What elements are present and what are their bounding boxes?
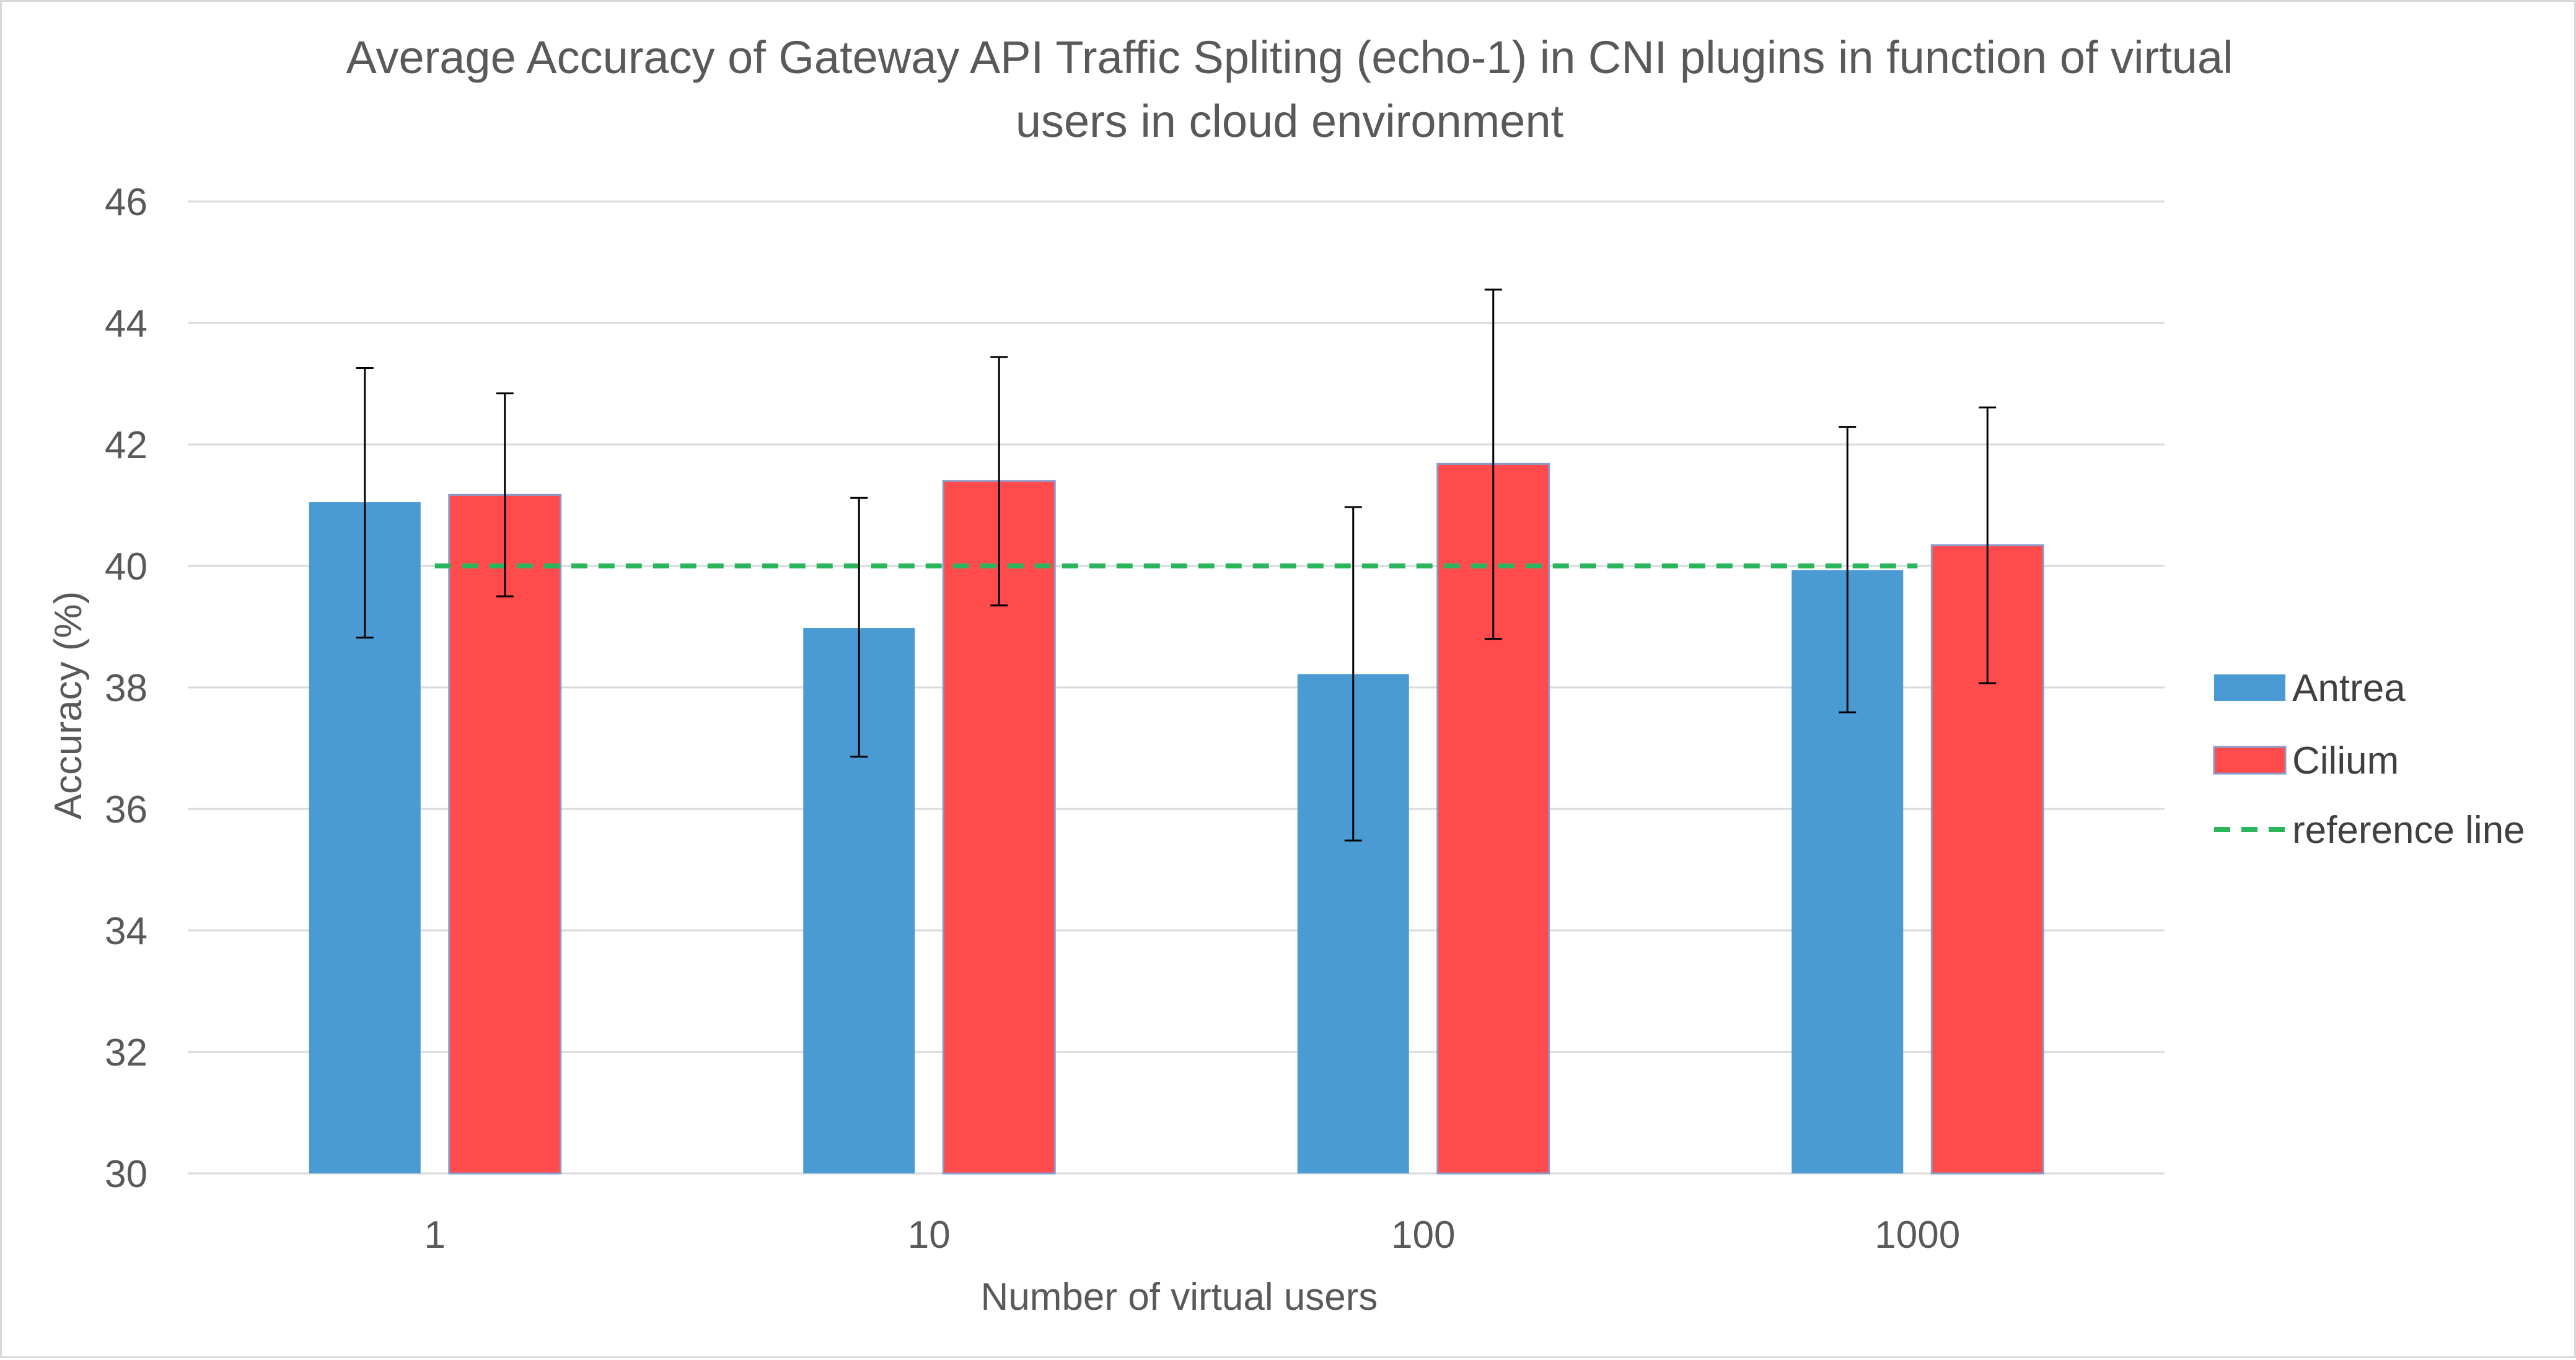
error-bar-antrea-10 xyxy=(850,497,868,758)
chart-title-line-1: Average Accuracy of Gateway API Traffic … xyxy=(346,32,2233,83)
chart-title-line-2: users in cloud environment xyxy=(1016,95,1564,147)
y-tick-label-30: 30 xyxy=(105,1153,147,1196)
y-tick-label-44: 44 xyxy=(105,302,147,345)
y-tick-label-32: 32 xyxy=(105,1031,147,1074)
x-axis-title: Number of virtual users xyxy=(981,1276,1378,1318)
error-bar-cilium-10 xyxy=(990,356,1008,607)
y-tick-label-42: 42 xyxy=(105,424,147,467)
legend-label-cilium: Cilium xyxy=(2292,740,2399,782)
error-bar-cilium-1 xyxy=(496,392,514,598)
y-axis-title: Accuracy (%) xyxy=(47,591,90,820)
error-bar-antrea-1000 xyxy=(1839,426,1857,713)
y-tick-label-36: 36 xyxy=(105,788,147,831)
legend-swatch-antrea xyxy=(2214,674,2285,701)
x-tick-label-100: 100 xyxy=(1391,1214,1455,1256)
error-bar-antrea-100 xyxy=(1344,506,1362,842)
y-tick-label-40: 40 xyxy=(105,545,147,588)
y-axis-ticks: 30 32 34 36 38 40 42 44 46 xyxy=(105,181,147,1196)
y-tick-label-34: 34 xyxy=(105,910,147,953)
error-bar-cilium-100 xyxy=(1484,288,1502,640)
x-axis-ticks: 1 10 100 1000 xyxy=(424,1214,1961,1256)
x-tick-label-1000: 1000 xyxy=(1875,1214,1960,1256)
y-tick-label-46: 46 xyxy=(105,181,147,224)
error-bar-cilium-1000 xyxy=(1979,406,1997,684)
legend-label-antrea: Antrea xyxy=(2292,667,2406,710)
legend: Antrea Cilium reference line xyxy=(2213,667,2525,852)
error-bars xyxy=(356,288,1997,842)
legend-swatch-cilium xyxy=(2213,746,2287,775)
x-tick-label-10: 10 xyxy=(908,1214,951,1256)
y-tick-label-38: 38 xyxy=(105,667,147,710)
bar-cilium-1 xyxy=(448,493,562,1175)
x-tick-label-1: 1 xyxy=(424,1214,446,1256)
error-bar-antrea-1 xyxy=(356,367,374,639)
bars xyxy=(309,462,2044,1175)
legend-label-reference-line: reference line xyxy=(2292,809,2525,852)
